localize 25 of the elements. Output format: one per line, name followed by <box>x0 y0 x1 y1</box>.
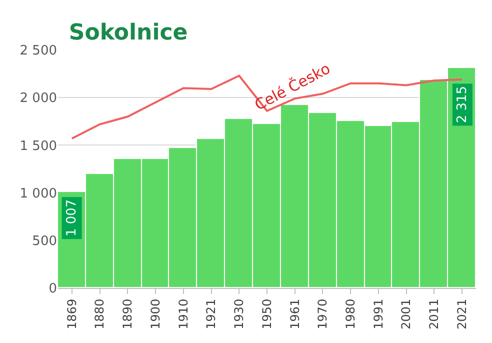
x-tick-label: 1961 <box>288 298 302 330</box>
x-tick-label: 1930 <box>232 298 246 330</box>
y-tick-label: 0 <box>48 282 57 297</box>
y-tick-label: 1 500 <box>20 138 57 154</box>
x-tick-label: 1970 <box>316 298 330 330</box>
y-tick-label: 2 000 <box>20 91 57 106</box>
x-tick-label: 1910 <box>176 298 190 330</box>
x-tick-label: 1980 <box>344 298 358 330</box>
x-tick-label: 1900 <box>148 298 162 330</box>
x-tick-label: 1991 <box>371 298 386 330</box>
x-tick-label: 2011 <box>427 298 442 330</box>
x-tick-label: 2001 <box>399 298 414 330</box>
text: Celé Česko <box>252 59 334 114</box>
x-tick-label: 1950 <box>260 298 274 330</box>
chart-title: Sokolnice <box>68 20 188 46</box>
y-tick-label: 1 000 <box>20 186 57 202</box>
x-tick-label: 1869 <box>64 298 79 330</box>
data-label: 1 007 <box>64 199 80 237</box>
y-tick-label: 2 500 <box>20 44 57 59</box>
x-tick-label: 1880 <box>92 298 107 330</box>
x-tick-label: 1890 <box>120 298 135 330</box>
x-tick-label: 2021 <box>454 298 469 330</box>
y-tick-label: 500 <box>32 234 57 249</box>
x-tick-label: 1921 <box>204 298 218 330</box>
data-label: 2 315 <box>454 86 470 124</box>
